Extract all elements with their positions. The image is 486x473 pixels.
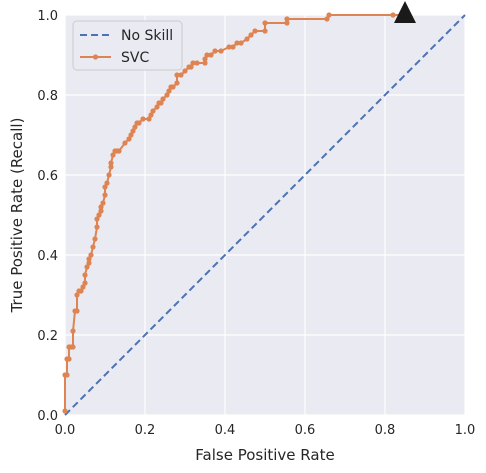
svc-point: [154, 104, 160, 110]
svc-point: [74, 308, 80, 314]
svc-point: [80, 284, 86, 290]
y-tick-label: 0.8: [37, 89, 58, 104]
legend: No Skill SVC: [72, 20, 183, 71]
svc-point: [262, 20, 268, 26]
y-tick-label: 0.4: [37, 249, 58, 264]
svc-point: [132, 124, 138, 130]
y-tick-label: 0.6: [37, 169, 58, 184]
plot-area-background: [65, 15, 465, 415]
svc-point: [202, 60, 208, 66]
svc-point: [94, 216, 100, 222]
series-layer: [62, 1, 466, 416]
x-tick-label: 0.6: [295, 423, 316, 438]
svc-point: [284, 16, 290, 22]
svc-point: [174, 80, 180, 86]
svc-point: [104, 180, 110, 186]
tick-labels: 0.0 0.2 0.4 0.6 0.8 1.0 0.0 0.2 0.4 0.6 0.8 1.0: [37, 9, 475, 438]
y-tick-label: 0.0: [37, 409, 58, 424]
svc-point: [166, 88, 172, 94]
svc-point: [70, 344, 76, 350]
x-tick-label: 0.2: [135, 423, 156, 438]
svc-point: [146, 116, 152, 122]
svc-point: [98, 208, 104, 214]
svc-point: [248, 32, 254, 38]
svc-point: [108, 160, 114, 166]
svc-point: [130, 128, 136, 134]
x-axis-label: False Positive Rate: [195, 446, 334, 464]
svc-point: [86, 256, 92, 262]
svc-point: [208, 52, 214, 58]
svc-point: [84, 264, 90, 270]
y-tick-label: 1.0: [37, 9, 58, 24]
svc-point: [92, 236, 98, 242]
svc-point: [178, 72, 184, 78]
svc-point: [94, 224, 100, 230]
svc-point: [78, 288, 84, 294]
svc-point: [82, 280, 88, 286]
svc-point: [102, 184, 108, 190]
svc-point: [96, 212, 102, 218]
svc-point: [64, 372, 70, 378]
svc-point: [106, 172, 112, 178]
svc-point: [98, 204, 104, 210]
svc-point: [136, 120, 142, 126]
svc-point: [164, 92, 170, 98]
y-tick-label: 0.2: [37, 329, 58, 344]
svc-point: [238, 40, 244, 46]
svc-point: [262, 28, 268, 34]
x-tick-label: 0.4: [215, 423, 236, 438]
svc-point: [284, 20, 290, 26]
svc-point: [126, 136, 132, 142]
svc-point: [190, 60, 196, 66]
svc-point: [88, 252, 94, 258]
svc-point: [230, 44, 236, 50]
svc-point: [182, 68, 188, 74]
svc-point: [252, 28, 258, 34]
svc-point: [128, 132, 134, 138]
svc-point: [82, 272, 88, 278]
svc-point: [70, 328, 76, 334]
legend-label-svc: SVC: [121, 50, 149, 66]
svc-point: [170, 84, 176, 90]
svc-point: [74, 292, 80, 298]
triangle-marker: [394, 1, 416, 23]
legend-label-no-skill: No Skill: [121, 28, 173, 44]
svc-point: [326, 12, 332, 18]
x-tick-label: 1.0: [455, 423, 476, 438]
grid-lines: [64, 14, 466, 416]
svc-point: [160, 96, 166, 102]
svc-point: [140, 116, 146, 122]
svc-point: [226, 44, 232, 50]
svc-point: [174, 72, 180, 78]
svc-point: [218, 48, 224, 54]
svc-point: [158, 100, 164, 106]
svc-point: [194, 60, 200, 66]
svc-point: [86, 260, 92, 266]
svc-point: [188, 64, 194, 70]
svc-point: [150, 108, 156, 114]
svc-point: [202, 56, 208, 62]
svc-point: [100, 200, 106, 206]
svc-point: [204, 52, 210, 58]
svc-point: [234, 40, 240, 46]
svc-point: [90, 244, 96, 250]
svc-point: [108, 164, 114, 170]
svc-point: [324, 16, 330, 22]
svc-point: [62, 408, 68, 414]
x-tick-label: 0.0: [55, 423, 76, 438]
svc-point: [390, 12, 396, 18]
no-skill-line: [64, 14, 466, 416]
svc-point: [66, 356, 72, 362]
svc-point: [116, 148, 122, 154]
y-axis-label: True Positive Rate (Recall): [8, 118, 26, 314]
svc-point: [244, 36, 250, 42]
svc-point: [102, 192, 108, 198]
svc-point: [212, 48, 218, 54]
x-tick-label: 0.8: [375, 423, 396, 438]
legend-swatch-svc-point: [92, 54, 99, 60]
svc-point: [110, 152, 116, 158]
svc-point: [122, 140, 128, 146]
svc-point: [148, 112, 154, 118]
